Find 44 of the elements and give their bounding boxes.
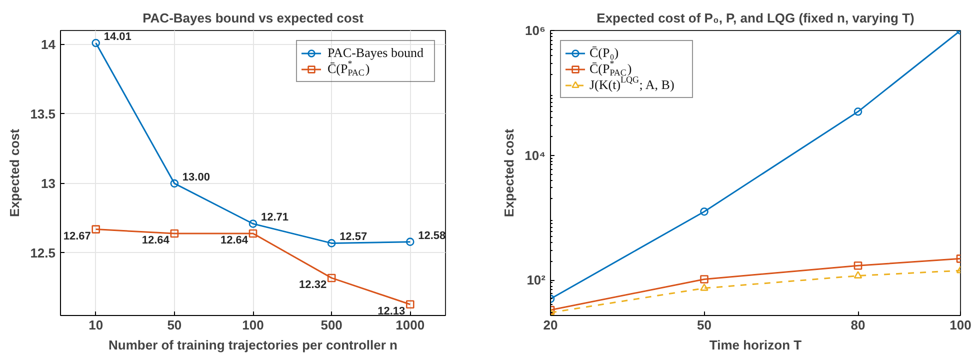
x-tick-label: 500 xyxy=(320,318,342,332)
legend-label: PAC-Bayes bound xyxy=(328,45,424,60)
point xyxy=(248,220,258,228)
data-label: 13.00 xyxy=(182,171,210,184)
x-tick-label: 100 xyxy=(950,318,972,332)
y-tick-label: 13.5 xyxy=(30,106,56,122)
data-label: 14.01 xyxy=(104,31,132,44)
chart-title: PAC-Bayes bound vs expected cost xyxy=(142,10,364,26)
point xyxy=(406,300,414,309)
x-tick-label: 80 xyxy=(850,318,866,332)
point xyxy=(92,38,100,48)
data-label: 12.67 xyxy=(63,230,91,242)
data-label: 12.58 xyxy=(418,230,446,242)
point xyxy=(170,179,179,188)
y-tick-label: 10⁶ xyxy=(525,23,546,38)
y-tick-label: 12.5 xyxy=(30,245,56,260)
x-tick-label: 10 xyxy=(88,318,104,332)
point xyxy=(170,229,179,238)
point xyxy=(406,238,414,246)
data-label: 12.13 xyxy=(378,305,406,318)
point xyxy=(327,274,336,282)
x-tick-label: 100 xyxy=(242,318,264,332)
point xyxy=(248,229,258,238)
y-tick-label: 14 xyxy=(41,36,56,52)
point xyxy=(92,225,100,234)
data-label: 12.32 xyxy=(299,278,327,291)
y-tick-label: 10⁴ xyxy=(524,148,546,163)
legend-label: C̄(P₀) xyxy=(590,45,619,60)
x-tick-label: 1000 xyxy=(396,318,425,332)
point xyxy=(327,239,336,248)
data-label: 12.64 xyxy=(142,234,170,246)
y-tick-label: 10² xyxy=(526,272,546,288)
x-axis-title: Number of training trajectories per controller n xyxy=(108,338,398,352)
data-label: 12.57 xyxy=(340,231,368,244)
x-tick-label: 50 xyxy=(167,318,182,332)
x-tick-label: 20 xyxy=(543,318,558,332)
data-label: 12.64 xyxy=(220,234,249,246)
chart-title: Expected cost of P₀, P, and LQG (fixed n, varying T) xyxy=(596,10,914,26)
y-axis-title: Expected cost xyxy=(502,128,517,218)
x-tick-label: 50 xyxy=(697,318,712,332)
y-axis-title: Expected cost xyxy=(7,128,22,218)
y-tick-label: 13 xyxy=(41,176,56,191)
data-label: 12.71 xyxy=(261,212,289,224)
x-axis-title: Time horizon T xyxy=(709,338,802,352)
